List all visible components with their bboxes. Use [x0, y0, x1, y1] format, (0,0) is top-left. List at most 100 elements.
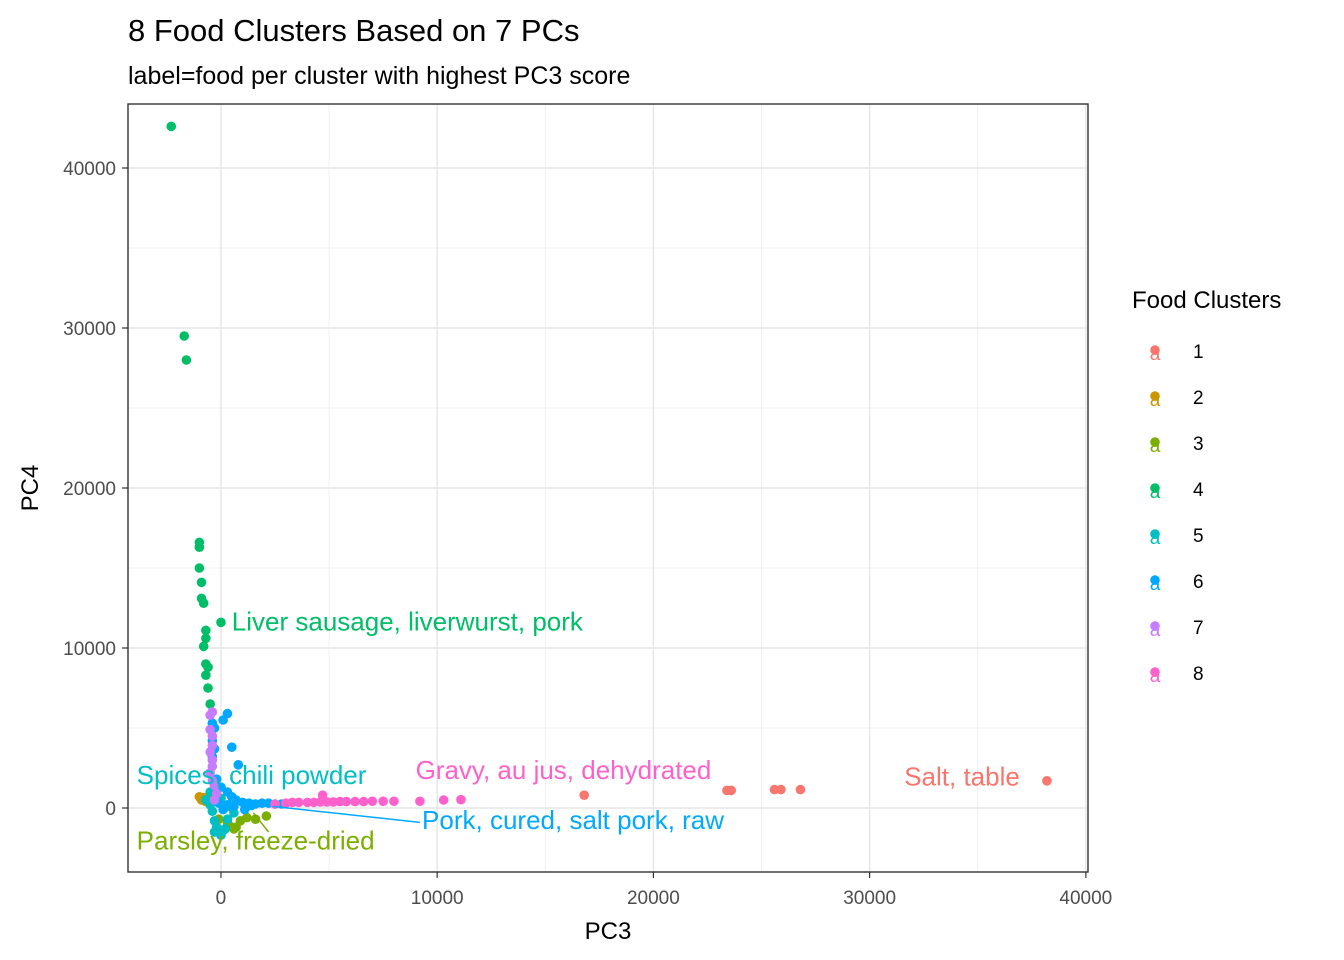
data-point-cluster-4 [203, 662, 213, 672]
annotation-pointer [252, 812, 270, 833]
data-point-cluster-6 [246, 800, 257, 811]
data-point-cluster-4 [198, 598, 209, 608]
data-point-cluster-5 [218, 825, 228, 836]
data-point-cluster-8 [350, 796, 360, 807]
annotation-label: Gravy, au jus, dehydrated [416, 755, 712, 785]
x-tick-label: 30000 [843, 888, 896, 909]
y-tick-label: 0 [105, 799, 116, 820]
legend-key-glyph: a [1150, 574, 1161, 595]
legend-key-glyph: a [1150, 344, 1161, 365]
y-axis-title: PC4 [17, 465, 44, 512]
annotation-pointers [252, 805, 420, 833]
legend-key-glyph: a [1150, 620, 1161, 641]
data-point-cluster-1 [776, 784, 786, 795]
annotation-label: Parsley, freeze-dried [137, 826, 375, 856]
legend-entry-label: 6 [1193, 572, 1204, 593]
data-point-cluster-3 [242, 812, 252, 823]
data-point-cluster-1 [579, 790, 590, 800]
grid-major [128, 104, 1088, 872]
data-point-cluster-7 [207, 731, 218, 741]
chart-subtitle: label=food per cluster with highest PC3 … [128, 62, 630, 90]
data-point-cluster-6 [233, 760, 244, 770]
data-point-cluster-4 [196, 577, 207, 588]
x-axis-ticks: 0 10000 20000 30000 40000 [216, 872, 1112, 909]
y-tick-label: 20000 [63, 479, 116, 500]
legend: a 1 a 2 a 3 a 4 a 5 a 6 a 7 a 8 [1150, 342, 1204, 687]
data-point-cluster-7 [205, 710, 215, 720]
y-tick-label: 30000 [63, 319, 116, 340]
legend-key-glyph: a [1150, 482, 1161, 503]
data-point-cluster-8 [438, 795, 449, 805]
data-point-cluster-4 [179, 331, 190, 341]
data-point-cluster-8 [341, 796, 352, 807]
data-point-cluster-1 [795, 784, 806, 795]
x-tick-label: 20000 [627, 888, 680, 909]
data-point-cluster-5 [222, 814, 233, 824]
x-tick-label: 10000 [411, 888, 464, 909]
legend-entry-label: 4 [1193, 480, 1204, 501]
legend-key-glyph: a [1150, 390, 1161, 411]
data-point-cluster-4 [201, 625, 211, 636]
data-point-cluster-6 [229, 801, 239, 812]
y-axis-ticks: 0 10000 20000 30000 40000 [63, 159, 128, 820]
annotation-labels: Liver sausage, liverwurst, pork Spices, c… [137, 606, 1020, 855]
x-axis-title: PC3 [585, 918, 632, 945]
legend-key-point [1150, 621, 1160, 631]
legend-entry-label: 8 [1193, 664, 1204, 685]
legend-entry-label: 1 [1193, 342, 1204, 363]
data-point-cluster-6 [218, 804, 228, 815]
legend-entry-label: 2 [1193, 388, 1204, 409]
legend-key-point [1150, 483, 1160, 493]
data-point-cluster-7 [205, 747, 215, 757]
legend-key-point [1150, 391, 1160, 401]
annotation-label: Spices, chili powder [137, 760, 367, 790]
data-point-cluster-4 [181, 355, 192, 365]
data-point-cluster-1 [726, 785, 737, 796]
annotation-label: Pork, cured, salt pork, raw [422, 805, 724, 835]
data-point-cluster-4 [198, 641, 209, 652]
data-point-cluster-8 [294, 797, 304, 808]
data-point-cluster-1 [1042, 776, 1052, 786]
legend-entry-label: 7 [1193, 618, 1204, 639]
data-point-cluster-7 [205, 768, 215, 778]
data-point-cluster-7 [209, 795, 220, 805]
data-point-cluster-6 [226, 742, 237, 752]
legend-entry-label: 5 [1193, 526, 1204, 547]
legend-title: Food Clusters [1132, 287, 1281, 314]
legend-key-glyph: a [1150, 436, 1161, 457]
annotation-pointer [272, 805, 420, 824]
data-point-cluster-8 [358, 796, 369, 807]
legend-key-point [1150, 437, 1160, 447]
data-point-cluster-5 [209, 827, 220, 837]
data-point-cluster-8 [389, 796, 399, 807]
data-point-cluster-4 [203, 683, 213, 693]
data-point-cluster-4 [201, 633, 211, 644]
data-points [166, 121, 1052, 840]
data-point-cluster-7 [209, 780, 220, 791]
data-point-cluster-8 [456, 794, 466, 805]
data-point-cluster-3 [261, 811, 272, 821]
legend-key-point [1150, 345, 1160, 355]
data-point-cluster-4 [201, 670, 211, 680]
legend-key-point [1150, 529, 1160, 539]
data-point-cluster-8 [415, 796, 425, 807]
data-point-cluster-8 [378, 796, 388, 807]
data-point-cluster-6 [218, 715, 228, 725]
data-point-cluster-4 [166, 121, 177, 132]
legend-key-point [1150, 575, 1160, 585]
annotation-label: Salt, table [904, 762, 1020, 792]
legend-entry-label: 3 [1193, 434, 1204, 455]
data-point-cluster-4 [194, 563, 205, 573]
data-point-cluster-4 [205, 699, 215, 709]
data-point-cluster-8 [367, 796, 378, 807]
data-point-cluster-5 [207, 806, 218, 816]
data-point-cluster-4 [194, 542, 205, 552]
annotation-label: Liver sausage, liverwurst, pork [232, 606, 584, 636]
data-point-cluster-3 [250, 814, 261, 824]
legend-key-glyph: a [1150, 528, 1161, 549]
chart-title: 8 Food Clusters Based on 7 PCs [128, 13, 579, 48]
data-point-cluster-8 [317, 790, 328, 800]
y-tick-label: 10000 [63, 639, 116, 660]
x-tick-label: 40000 [1059, 888, 1112, 909]
